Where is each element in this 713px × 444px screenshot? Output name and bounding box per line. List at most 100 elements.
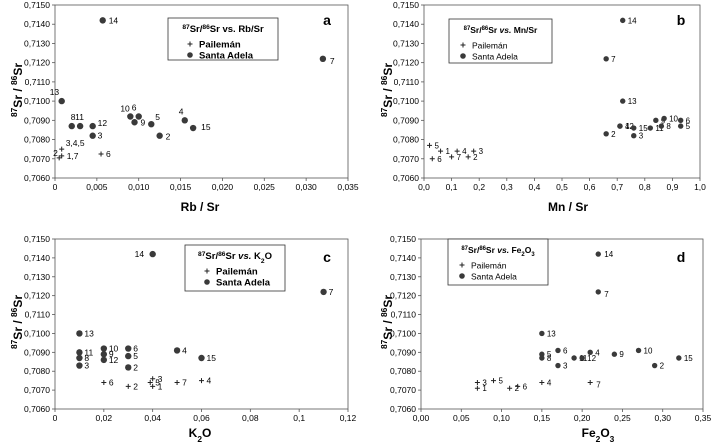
point-plus-a-2 — [56, 155, 62, 161]
point-label: 7 — [329, 287, 334, 297]
legend-title-part: Sr — [488, 25, 499, 35]
point-dot-b-14 — [620, 17, 626, 24]
y-tick-label: 0,7060 — [393, 173, 419, 183]
x-tick-label: 0,020 — [212, 182, 234, 192]
x-tick-label: 0,04 — [144, 413, 161, 423]
point-dot-d-10 — [635, 347, 642, 354]
y-tick-label: 0,7120 — [24, 291, 50, 301]
legend-title-part: 3 — [531, 252, 535, 258]
y-axis-title: 87Sr / 86Sr — [9, 295, 25, 349]
point-plus-a-3-4-5 — [59, 146, 65, 152]
x-tick-label: 0,015 — [170, 182, 192, 192]
legend-title-part: 86 — [482, 26, 489, 32]
panel-letter: a — [323, 12, 331, 28]
y-tick-label: 0,7100 — [390, 328, 416, 338]
point-dot-d-8 — [539, 355, 545, 361]
point-label: 7 — [330, 56, 335, 66]
x-tick-label: 0,8 — [639, 182, 651, 192]
point-dot-d-14 — [595, 251, 601, 257]
legend-marker-plus — [204, 268, 210, 274]
legend-title: 87Sr/86Sr vs. K2O — [198, 251, 272, 265]
y-tick-label: 0,7150 — [390, 234, 416, 244]
point-dot-a-9 — [131, 119, 138, 126]
y-tick-label: 0,7080 — [24, 366, 50, 376]
x-tick-label: 0,00 — [413, 413, 430, 423]
y-tick-label: 0,7080 — [393, 135, 419, 145]
point-label: 2 — [166, 132, 171, 142]
x-tick-label: 0,08 — [242, 413, 259, 423]
point-label: 4 — [625, 122, 630, 131]
point-label: 10 — [644, 346, 653, 355]
point-label: 9 — [141, 117, 146, 127]
y-tick-label: 0,7090 — [393, 115, 419, 125]
x-axis-title-part: Fe — [582, 426, 596, 440]
legend-title-part: Sr vs. Rb/Sr — [210, 24, 264, 35]
panel-a: 0,7060 0,7070 0,7080 0,7090 0,7100 0,7110 0,71… — [9, 0, 359, 214]
point-label: 6 — [437, 155, 442, 164]
y-tick-label: 0,7140 — [393, 19, 419, 29]
x-tick-label: 0,0 — [418, 182, 430, 192]
x-axis-title-part: K — [189, 426, 198, 440]
legend-marker-plus — [460, 42, 466, 48]
x-tick-label: 0,10 — [493, 413, 510, 423]
legend-title-part: 87 — [182, 24, 190, 31]
point-label: 1 — [446, 147, 451, 156]
x-tick-label: 0 — [53, 413, 58, 423]
point-label: 3 — [98, 131, 103, 141]
point-label: 2 — [660, 362, 665, 371]
y-tick-label: 0,7100 — [24, 328, 50, 338]
point-label: 2 — [133, 381, 138, 391]
legend-title-part: K — [251, 251, 261, 262]
y-tick-label: 0,7110 — [25, 77, 51, 87]
point-label: 8 — [547, 354, 552, 363]
y-tick-label: 0,7120 — [24, 58, 50, 68]
point-dot-c-10 — [100, 345, 108, 352]
point-dot-d-9 — [611, 351, 618, 357]
point-label: 5 — [155, 112, 160, 122]
x-axis-title-part: 2 — [197, 434, 202, 444]
x-tick-label: 0,7 — [611, 182, 623, 192]
y-tick-label: 0,7060 — [390, 404, 416, 414]
y-tick-label: 0,7150 — [24, 0, 50, 10]
legend-title-part: Sr — [225, 251, 238, 262]
legend-title-part: 86 — [479, 246, 486, 252]
x-tick-label: 0,4 — [528, 182, 540, 192]
point-dot-d-6 — [555, 347, 561, 354]
point-plus-d-2 — [507, 385, 513, 391]
y-tick-label: 0,7140 — [24, 19, 50, 29]
legend-marker-dot — [187, 52, 193, 58]
x-axis-title-part: O — [600, 426, 609, 440]
y-tick-label: 0,7130 — [393, 38, 419, 48]
point-dot-b-15 — [631, 125, 637, 131]
legend-marker-dot — [460, 53, 466, 59]
legend-title-part: vs. — [500, 25, 512, 35]
x-tick-label: 0,02 — [96, 413, 113, 423]
legend-marker-plus — [187, 41, 193, 47]
y-tick-label: 0,7130 — [24, 272, 50, 282]
legend-title-part: 86 — [202, 24, 210, 31]
legend-title-part: Sr — [486, 245, 497, 255]
x-axis-title-part: Rb / Sr — [181, 200, 220, 214]
point-label: 5 — [133, 351, 138, 361]
legend-title-part: vs. — [238, 251, 251, 262]
point-label: 13 — [50, 87, 60, 97]
point-plus-b-1 — [438, 148, 444, 154]
x-tick-label: 0,3 — [501, 182, 513, 192]
y-axis-title-part: 86 — [379, 75, 389, 85]
y-axis-title-part: 87 — [9, 107, 19, 117]
y-tick-label: 0,7120 — [393, 58, 419, 68]
point-label: 3 — [158, 374, 163, 384]
y-axis-title: 87Sr / 86Sr — [9, 63, 25, 117]
point-dot-c-13 — [76, 330, 83, 337]
point-label: 3 — [84, 361, 89, 371]
point-label: 14 — [628, 16, 637, 25]
legend-title-part: Fe — [509, 245, 522, 255]
legend-title-part: Sr/ — [205, 251, 218, 262]
y-tick-label: 0,7070 — [390, 385, 416, 395]
point-dot-c-9 — [100, 351, 108, 358]
point-dot-c-12 — [100, 356, 108, 364]
legend-series-name: Santa Adela — [472, 52, 518, 62]
point-dot-a-5 — [148, 120, 155, 128]
